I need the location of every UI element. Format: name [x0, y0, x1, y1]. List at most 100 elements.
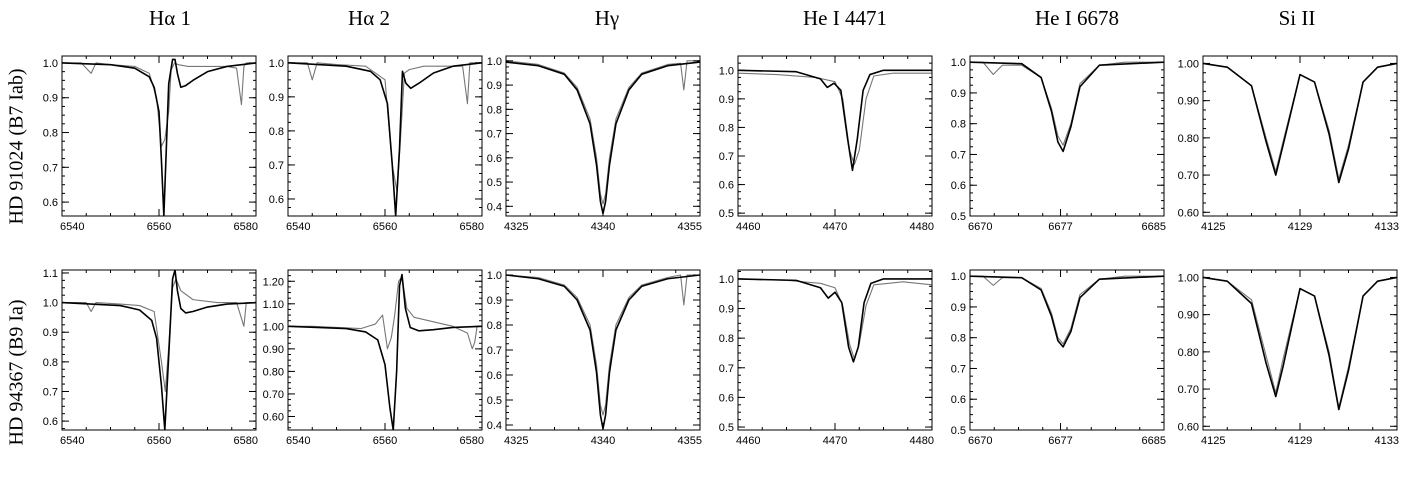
y-tick-label: 0.9 — [43, 327, 58, 339]
model-line-series-1 — [1203, 276, 1397, 411]
y-tick-label: 0.9 — [719, 94, 734, 106]
y-tick-label: 0.70 — [1178, 384, 1199, 396]
y-tick-label: 0.7 — [487, 345, 502, 357]
observed-line-series-0 — [62, 278, 256, 393]
x-tick-label: 6685 — [1142, 435, 1166, 447]
y-tick-label: 0.5 — [951, 211, 966, 223]
x-tick-label: 4460 — [736, 435, 760, 447]
y-tick-label: 0.7 — [951, 363, 966, 375]
y-tick-label: 1.0 — [719, 65, 734, 77]
y-tick-label: 0.7 — [43, 386, 58, 398]
y-tick-label: 1.1 — [43, 268, 58, 280]
y-tick-label: 1.0 — [951, 271, 966, 283]
plot-frame — [1202, 269, 1398, 431]
column-title-h-alpha-2: Hα 2 — [348, 6, 390, 30]
y-tick-label: 0.8 — [719, 122, 734, 134]
x-tick-label: 4480 — [910, 435, 934, 447]
x-tick-label: 4325 — [504, 221, 528, 233]
y-tick-label: 0.6 — [487, 153, 502, 165]
y-tick-label: 0.5 — [719, 422, 734, 434]
column-title-he-6678: He I 6678 — [1035, 6, 1119, 30]
plot-frame — [61, 269, 257, 431]
y-tick-label: 0.4 — [487, 201, 502, 213]
model-line-series-1 — [62, 58, 256, 216]
y-tick-label: 0.7 — [719, 363, 734, 375]
y-tick-label: 0.8 — [487, 320, 502, 332]
panel-r0-c5: 4125 4129 4133 0.60 0.70 0.80 0.90 1.00 — [1178, 55, 1399, 233]
y-tick-label: 0.9 — [487, 80, 502, 92]
model-line-series-1 — [1203, 62, 1397, 184]
y-tick-label: 0.8 — [719, 333, 734, 345]
y-tick-label: 0.8 — [951, 119, 966, 131]
y-tick-label: 1.0 — [43, 298, 58, 310]
x-tick-label: 6560 — [147, 221, 171, 233]
plot-frame — [737, 55, 933, 217]
y-tick-label: 0.70 — [1178, 170, 1199, 182]
y-tick-label: 0.60 — [263, 411, 284, 423]
column-title-h-gamma: Hγ — [594, 6, 620, 30]
y-tick-label: 1.00 — [1178, 272, 1199, 284]
model-line-series-1 — [970, 61, 1164, 153]
plot-frame — [1202, 55, 1398, 217]
x-tick-label: 6670 — [968, 435, 992, 447]
y-tick-label: 0.8 — [951, 333, 966, 345]
y-tick-label: 0.6 — [487, 370, 502, 382]
x-tick-label: 6580 — [234, 435, 258, 447]
x-tick-label: 4480 — [910, 221, 934, 233]
y-tick-label: 0.8 — [43, 357, 58, 369]
y-tick-label: 0.8 — [43, 128, 58, 140]
x-tick-label: 4355 — [678, 435, 702, 447]
panel-r1-c0: 6540 6560 6580 0.6 0.7 0.8 0.9 1.0 1.1 — [43, 268, 258, 447]
x-tick-label: 6560 — [373, 435, 397, 447]
y-tick-label: 0.6 — [951, 180, 966, 192]
panel-r1-c4: 6670 6677 6685 0.5 0.6 0.7 0.8 0.9 1.0 — [951, 269, 1166, 447]
panel-r0-c2: 4325 4340 4355 0.4 0.5 0.6 0.7 0.8 0.9 1.0 — [487, 55, 702, 233]
y-tick-label: 0.70 — [263, 389, 284, 401]
x-tick-label: 4355 — [678, 221, 702, 233]
y-tick-label: 0.4 — [487, 420, 502, 432]
y-tick-label: 0.5 — [487, 395, 502, 407]
y-tick-label: 0.7 — [487, 129, 502, 141]
panel-r1-c1: 6540 6560 6580 0.60 0.70 0.80 0.90 1.00 1.10 1.20 — [263, 269, 484, 447]
y-tick-label: 0.8 — [487, 104, 502, 116]
x-tick-label: 6540 — [286, 435, 310, 447]
y-tick-label: 0.7 — [269, 160, 284, 172]
y-tick-label: 1.00 — [263, 321, 284, 333]
x-tick-label: 4129 — [1288, 435, 1312, 447]
x-tick-label: 4340 — [591, 435, 615, 447]
x-tick-label: 4325 — [504, 435, 528, 447]
y-tick-label: 1.20 — [263, 276, 284, 288]
panel-r0-c1: 6540 6560 6580 0.6 0.7 0.8 0.9 1.0 — [269, 55, 484, 233]
x-tick-label: 4460 — [736, 221, 760, 233]
observed-line-series-0 — [62, 62, 256, 147]
x-tick-label: 4470 — [823, 435, 847, 447]
x-tick-label: 6677 — [1048, 435, 1072, 447]
y-tick-label: 0.6 — [951, 394, 966, 406]
x-tick-label: 4340 — [591, 221, 615, 233]
y-tick-label: 0.7 — [43, 162, 58, 174]
observed-line-series-0 — [506, 60, 700, 205]
y-tick-label: 1.00 — [1178, 58, 1199, 70]
x-tick-label: 4125 — [1201, 435, 1225, 447]
y-tick-label: 0.9 — [487, 295, 502, 307]
y-tick-label: 1.0 — [487, 270, 502, 282]
panel-r0-c0: 6540 6560 6580 0.6 0.7 0.8 0.9 1.0 — [43, 55, 258, 233]
y-tick-label: 0.9 — [269, 92, 284, 104]
x-tick-label: 4129 — [1288, 221, 1312, 233]
observed-line-series-0 — [506, 274, 700, 416]
x-tick-label: 6670 — [968, 221, 992, 233]
x-tick-label: 6580 — [460, 435, 484, 447]
y-tick-label: 0.9 — [719, 304, 734, 316]
y-tick-label: 0.80 — [1178, 133, 1199, 145]
y-tick-label: 1.0 — [269, 58, 284, 70]
y-tick-label: 1.0 — [719, 274, 734, 286]
y-tick-label: 0.90 — [1178, 96, 1199, 108]
model-line-series-1 — [970, 275, 1164, 348]
y-tick-label: 0.8 — [269, 126, 284, 138]
y-tick-label: 0.7 — [951, 149, 966, 161]
x-tick-label: 6560 — [373, 221, 397, 233]
panel-r1-c2: 4325 4340 4355 0.4 0.5 0.6 0.7 0.8 0.9 1.0 — [487, 269, 702, 447]
plot-frame — [61, 55, 257, 217]
